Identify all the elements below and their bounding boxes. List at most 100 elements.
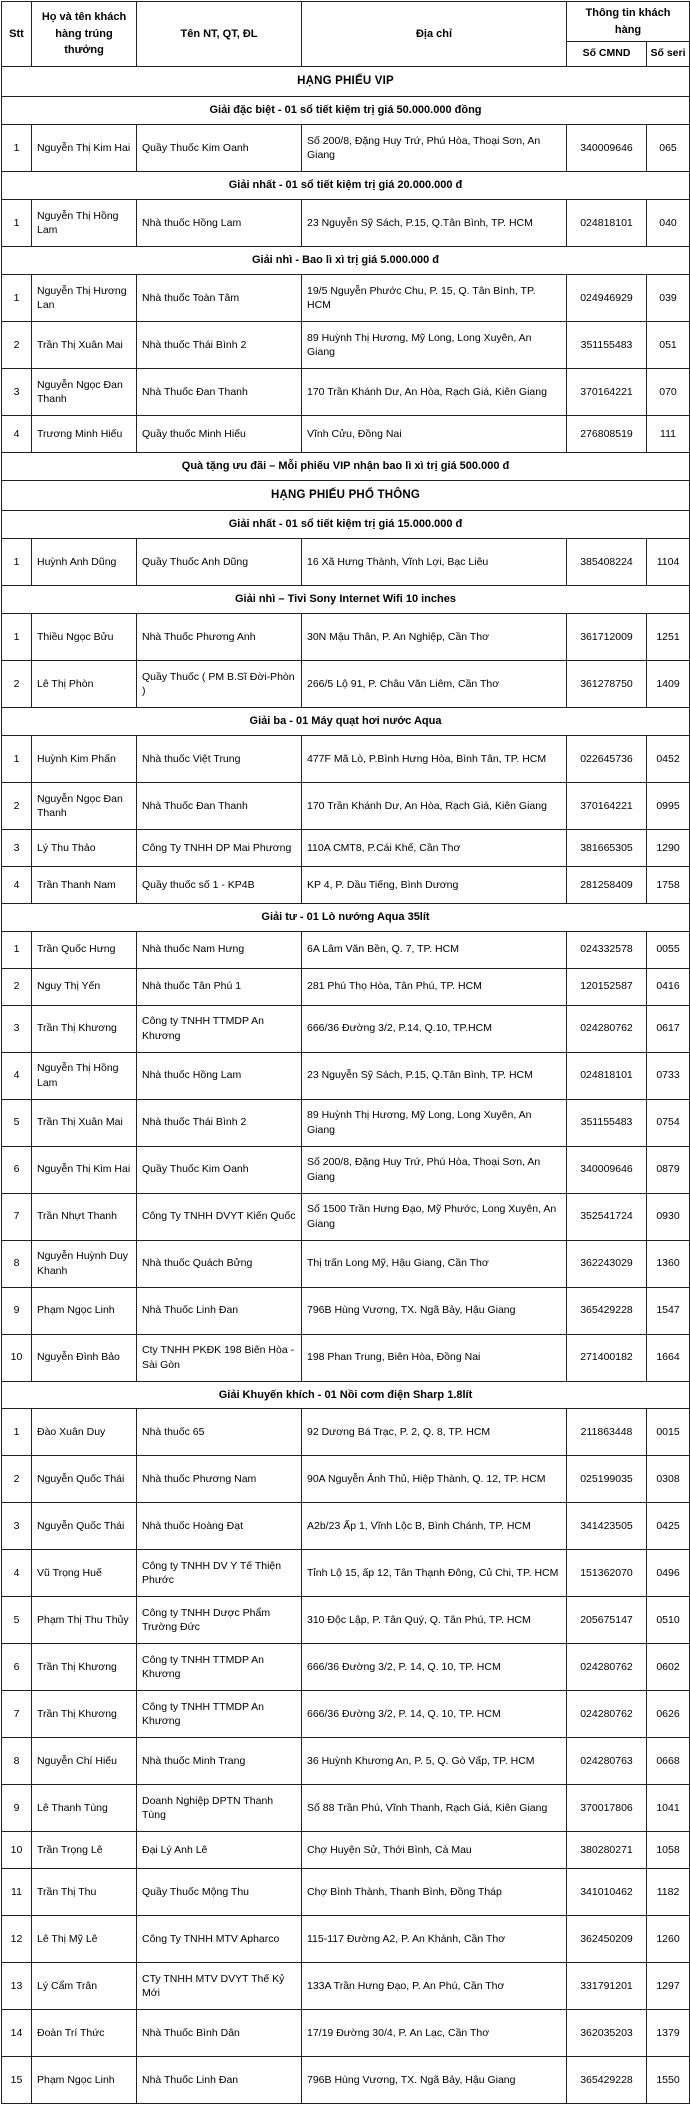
table-row: 1 Nguyễn Thị Hồng Lam Nhà thuốc Hồng Lam 23…: [1, 198, 690, 247]
row-cmnd: 281258409: [566, 865, 647, 904]
row-stt: 10: [1, 1333, 32, 1382]
row-customer-name: Trần Thanh Nam: [31, 865, 137, 904]
row-store-name: Công ty TNHH Dược Phẩm Trường Đức: [136, 1596, 302, 1645]
row-store-name: Nhà thuốc Thái Bình 2: [136, 320, 302, 369]
table-row: 5 Phạm Thị Thu Thủy Công ty TNHH Dược Phẩm…: [1, 1596, 690, 1645]
row-store-name: Nhà thuốc Nam Hưng: [136, 930, 302, 969]
table-row: 9 Phạm Ngọc Linh Nhà Thuốc Linh Đan 796B Hù…: [1, 1286, 690, 1335]
table-row: 8 Nguyễn Chí Hiếu Nhà thuốc Minh Trang 36 H…: [1, 1737, 690, 1786]
row-customer-name: Nguy Thị Yến: [31, 967, 137, 1006]
row-stt: 3: [1, 1004, 32, 1053]
header-seri: Số seri: [646, 41, 690, 67]
table-row: 4 Nguyễn Thị Hồng Lam Nhà thuốc Hồng Lam 23…: [1, 1051, 690, 1100]
row-store-name: Đại Lý Anh Lê: [136, 1831, 302, 1870]
header-row-secondary: Số CMND Số seri: [2, 41, 690, 67]
prize-section-title: Giải nhì - Bao lì xì trị giá 5.000.000 đ: [1, 245, 690, 275]
row-seri: 1251: [646, 612, 690, 661]
row-stt: 3: [1, 1502, 32, 1551]
row-seri: 0754: [646, 1098, 690, 1147]
row-cmnd: 362450209: [566, 1915, 647, 1964]
row-customer-name: Lê Thị Mỹ Lê: [31, 1915, 137, 1964]
row-stt: 2: [1, 659, 32, 708]
table-row: 8 Nguyễn Huỳnh Duy Khanh Nhà thuốc Quách B…: [1, 1239, 690, 1288]
row-store-name: Nhà thuốc Hồng Lam: [136, 1051, 302, 1100]
row-seri: 0733: [646, 1051, 690, 1100]
row-stt: 3: [1, 367, 32, 416]
row-store-name: Công ty TNHH TTMDP An Khương: [136, 1643, 302, 1692]
row-address: Chợ Bình Thành, Thanh Bình, Đồng Tháp: [301, 1868, 567, 1917]
table-row: 1 Thiều Ngọc Bửu Nhà Thuốc Phương Anh 30N M…: [1, 612, 690, 661]
table-row: 9 Lê Thanh Tùng Doanh Nghiệp DPTN Thanh Tù…: [1, 1784, 690, 1833]
tier-banner-row: HẠNG PHIẾU PHỔ THÔNG: [1, 479, 690, 512]
row-seri: 0308: [646, 1455, 690, 1504]
row-cmnd: 271400182: [566, 1333, 647, 1382]
row-store-name: Quầy Thuốc Kim Oanh: [136, 1145, 302, 1194]
row-store-name: Quầy Thuốc Anh Dũng: [136, 538, 302, 586]
row-stt: 9: [1, 1784, 32, 1833]
row-cmnd: 024946929: [566, 273, 647, 322]
row-address: 796B Hùng Vương, TX. Ngã Bảy, Hậu Giang: [301, 2056, 567, 2104]
row-store-name: Quầy thuốc số 1 - KP4B: [136, 865, 302, 904]
table-row: 2 Nguyễn Ngọc Đan Thanh Nhà Thuốc Đan Than…: [1, 781, 690, 830]
prize-section-title: Giải nhất - 01 sổ tiết kiệm trị giá 20.0…: [1, 171, 690, 200]
row-cmnd: 024280762: [566, 1690, 647, 1739]
row-address: 110A CMT8, P.Cái Khế, Cần Thơ: [301, 828, 567, 867]
prize-section-title: Giải ba - 01 Máy quạt hơi nước Aqua: [1, 706, 690, 736]
row-cmnd: 370164221: [566, 367, 647, 416]
row-address: Tỉnh Lộ 15, ấp 12, Tân Thạnh Đông, Củ Ch…: [301, 1549, 567, 1598]
row-address: 23 Nguyễn Sỹ Sách, P.15, Q.Tân Bình, TP.…: [301, 198, 567, 247]
row-seri: 039: [646, 273, 690, 322]
row-store-name: Công ty TNHH DV Y Tế Thiện Phước: [136, 1549, 302, 1598]
table-row: 1 Huỳnh Anh Dũng Quầy Thuốc Anh Dũng 16 Xã …: [1, 538, 690, 586]
row-cmnd: 341423505: [566, 1502, 647, 1551]
row-seri: 1409: [646, 659, 690, 708]
row-stt: 5: [1, 1596, 32, 1645]
row-store-name: Nhà thuốc 65: [136, 1408, 302, 1457]
row-customer-name: Huỳnh Anh Dũng: [31, 538, 137, 586]
row-store-name: Nhà thuốc Hồng Lam: [136, 198, 302, 247]
row-cmnd: 331791201: [566, 1962, 647, 2011]
row-cmnd: 024332578: [566, 930, 647, 969]
row-cmnd: 340009646: [566, 1145, 647, 1194]
row-address: 281 Phú Thọ Hòa, Tân Phú, TP. HCM: [301, 967, 567, 1006]
row-customer-name: Nguyễn Chí Hiếu: [31, 1737, 137, 1786]
row-store-name: Quầy Thuốc ( PM B.Sĩ Đời-Phòn ): [136, 659, 302, 708]
table-row: 4 Trương Minh Hiếu Quầy thuốc Minh Hiếu Vĩn…: [1, 414, 690, 453]
row-store-name: Cty TNHH PKĐK 198 Biên Hòa - Sài Gòn: [136, 1333, 302, 1382]
row-customer-name: Trần Thị Khương: [31, 1690, 137, 1739]
tier-banner-label: HẠNG PHIẾU PHỔ THÔNG: [1, 479, 690, 512]
table-row: 3 Trần Thị Khương Công ty TNHH TTMDP An Kh…: [1, 1004, 690, 1053]
row-store-name: Công Ty TNHH DP Mai Phương: [136, 828, 302, 867]
row-seri: 0015: [646, 1408, 690, 1457]
row-customer-name: Nguyễn Thị Kim Hai: [31, 124, 137, 173]
vip-gift-note: Quà tặng ưu đãi – Mỗi phiếu VIP nhận bao…: [1, 451, 690, 481]
row-seri: 0452: [646, 734, 690, 783]
row-stt: 6: [1, 1145, 32, 1194]
row-customer-name: Phạm Ngọc Linh: [31, 2056, 137, 2104]
row-stt: 15: [1, 2056, 32, 2104]
table-row: 3 Nguyễn Quốc Thái Nhà thuốc Hoàng Đạt A2b/…: [1, 1502, 690, 1551]
row-customer-name: Nguyễn Thị Hồng Lam: [31, 198, 137, 247]
row-stt: 13: [1, 1962, 32, 2011]
row-store-name: Nhà Thuốc Bình Dân: [136, 2009, 302, 2058]
row-stt: 5: [1, 1098, 32, 1147]
row-cmnd: 370017806: [566, 1784, 647, 1833]
row-address: 6A Lâm Văn Bền, Q. 7, TP. HCM: [301, 930, 567, 969]
row-cmnd: 211863448: [566, 1408, 647, 1457]
row-customer-name: Trần Thị Thu: [31, 1868, 137, 1917]
row-seri: 1290: [646, 828, 690, 867]
table-row: 13 Lý Cẩm Trân CTy TNHH MTV DVYT Thế Kỷ Mớ…: [1, 1962, 690, 2011]
row-customer-name: Phạm Thị Thu Thủy: [31, 1596, 137, 1645]
table-row: 6 Trần Thị Khương Công ty TNHH TTMDP An Kh…: [1, 1643, 690, 1692]
row-store-name: Công ty TNHH TTMDP An Khương: [136, 1690, 302, 1739]
row-cmnd: 151362070: [566, 1549, 647, 1598]
row-seri: 1379: [646, 2009, 690, 2058]
row-cmnd: 380280271: [566, 1831, 647, 1870]
row-customer-name: Phạm Ngọc Linh: [31, 1286, 137, 1335]
row-seri: 0668: [646, 1737, 690, 1786]
row-seri: 0995: [646, 781, 690, 830]
table-row: 7 Trần Nhựt Thanh Công Ty TNHH DVYT Kiến Q…: [1, 1192, 690, 1241]
row-seri: 0425: [646, 1502, 690, 1551]
row-store-name: Công Ty TNHH MTV Apharco: [136, 1915, 302, 1964]
